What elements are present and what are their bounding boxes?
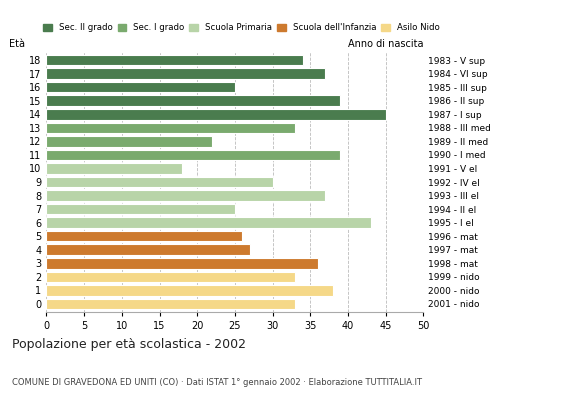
Bar [46,82,235,92]
Bar [46,163,182,174]
Legend: Sec. II grado, Sec. I grado, Scuola Primaria, Scuola dell'Infanzia, Asilo Nido: Sec. II grado, Sec. I grado, Scuola Prim… [43,23,440,32]
Bar [46,258,318,268]
Bar [46,217,371,228]
Bar [46,272,295,282]
Bar [46,204,235,214]
Bar [46,285,333,296]
Bar [46,190,325,201]
Text: Età: Età [9,39,25,49]
Text: Anno di nascita: Anno di nascita [348,39,423,49]
Bar [46,96,340,106]
Bar [46,68,325,79]
Bar [46,55,303,66]
Bar [46,177,273,187]
Bar [46,136,212,147]
Bar [46,150,340,160]
Text: Popolazione per età scolastica - 2002: Popolazione per età scolastica - 2002 [12,338,245,351]
Bar [46,231,242,242]
Bar [46,298,295,309]
Bar [46,122,295,133]
Bar [46,244,250,255]
Bar [46,109,386,120]
Text: COMUNE DI GRAVEDONA ED UNITI (CO) · Dati ISTAT 1° gennaio 2002 · Elaborazione TU: COMUNE DI GRAVEDONA ED UNITI (CO) · Dati… [12,378,422,387]
